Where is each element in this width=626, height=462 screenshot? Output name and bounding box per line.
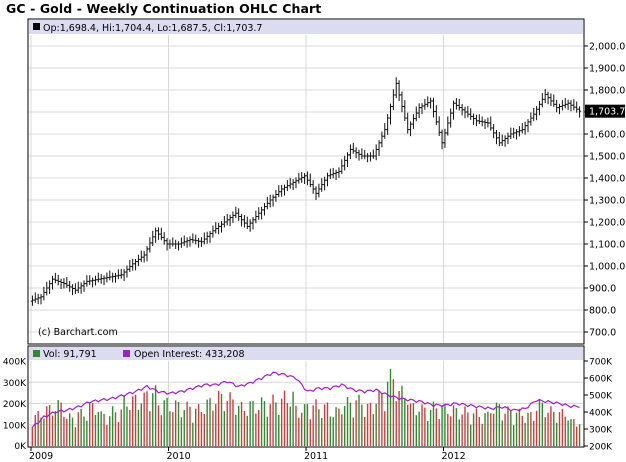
price-gridlines: [29, 35, 583, 343]
oi-tick-label: 700K: [589, 358, 613, 368]
volume-legend-text: Vol: 91,791: [43, 349, 97, 360]
x-tick-label: 2009: [29, 451, 53, 462]
oi-tick-label: 400K: [589, 409, 613, 419]
price-y-axis: 700.0 800.0 900.0 1,000.0 1,100.0 1,200.0 1,30…: [584, 42, 625, 339]
price-tick-label: 1,900.0: [589, 64, 625, 75]
ohlc-series: [30, 77, 582, 306]
purple-square-icon: [123, 350, 130, 357]
volume-tick-label: 400K: [3, 358, 27, 368]
green-square-icon: [33, 350, 40, 357]
volume-tick-label: 300K: [3, 379, 27, 389]
open-interest-legend-text: Open Interest: 433,208: [134, 349, 245, 360]
open-interest-y-axis: 200K 300K 400K 500K 600K 700K: [584, 358, 613, 453]
price-tick-label: 700.0: [589, 328, 616, 339]
volume-series: [31, 368, 581, 446]
x-axis: 2009 2010 2011 2012: [29, 447, 466, 462]
x-tick-label: 2010: [167, 451, 191, 462]
black-square-icon: [33, 23, 40, 30]
price-legend-bar: [29, 20, 583, 34]
last-price-marker: 1,703.7: [585, 104, 625, 118]
volume-y-axis: 0K 100K 200K 300K 400K: [3, 358, 27, 453]
oi-tick-label: 500K: [589, 392, 613, 402]
oi-tick-label: 300K: [589, 426, 613, 436]
price-tick-label: 1,400.0: [589, 174, 625, 185]
last-price-badge: [585, 104, 625, 118]
volume-legend-bar: [29, 347, 583, 360]
oi-tick-label: 600K: [589, 375, 613, 385]
x-tick-label: 2012: [442, 451, 466, 462]
price-tick-label: 1,800.0: [589, 86, 625, 97]
watermark: (c) Barchart.com: [38, 327, 118, 338]
x-tick-label: 2011: [304, 451, 328, 462]
price-tick-label: 900.0: [589, 284, 616, 295]
price-tick-label: 1,200.0: [589, 218, 625, 229]
price-tick-label: 800.0: [589, 306, 616, 317]
chart-title: GC - Gold - Weekly Continuation OHLC Cha…: [6, 1, 322, 16]
price-tick-label: 1,300.0: [589, 196, 625, 207]
oi-tick-label: 200K: [589, 443, 613, 453]
price-tick-label: 1,600.0: [589, 130, 625, 141]
price-tick-label: 1,500.0: [589, 152, 625, 163]
open-interest-line: [31, 371, 580, 428]
price-tick-label: 1,100.0: [589, 240, 625, 251]
price-tick-label: 1,000.0: [589, 262, 625, 273]
volume-tick-label: 0K: [14, 442, 27, 452]
price-tick-label: 2,000.0: [589, 42, 625, 53]
volume-tick-label: 200K: [3, 400, 27, 410]
volume-tick-label: 100K: [3, 421, 27, 431]
last-price-label: 1,703.7: [589, 107, 625, 118]
ohlc-legend-text: Op:1,698.4, Hi:1,704.4, Lo:1,687.5, Cl:1…: [43, 23, 262, 34]
